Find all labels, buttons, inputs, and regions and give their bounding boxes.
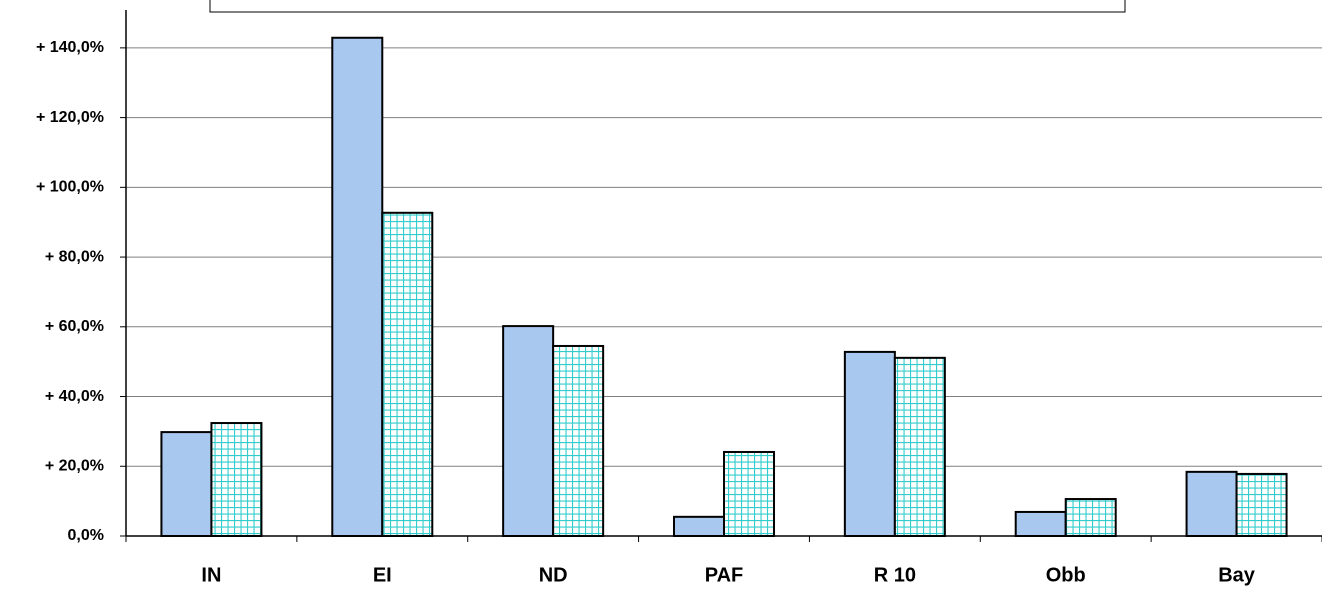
- x-tick-label: ND: [539, 564, 568, 586]
- bar: [210, 422, 263, 538]
- y-tick-label: + 120,0%: [36, 109, 104, 126]
- bar: [723, 450, 775, 538]
- x-tick-label: Bay: [1218, 564, 1256, 586]
- y-tick-label: + 40,0%: [45, 388, 104, 405]
- bar: [893, 356, 946, 537]
- bar: [1235, 472, 1288, 538]
- x-tick-label: EI: [373, 564, 392, 586]
- bar: [1014, 510, 1067, 537]
- x-tick-label: R 10: [874, 564, 916, 586]
- x-tick-label: Obb: [1046, 564, 1086, 586]
- bar: [552, 344, 605, 537]
- bar: [160, 431, 213, 537]
- y-tick-label: + 80,0%: [45, 248, 104, 265]
- x-tick-label: IN: [201, 564, 221, 586]
- y-tick-label: + 60,0%: [45, 318, 104, 335]
- bar: [843, 350, 896, 537]
- bar: [381, 211, 434, 537]
- bar: [502, 325, 555, 537]
- bar: [1185, 470, 1238, 537]
- x-tick-label: PAF: [705, 564, 744, 586]
- y-tick-label: 0,0%: [68, 527, 104, 544]
- legend-box: [209, 0, 1126, 13]
- bar: [673, 515, 725, 537]
- y-tick-label: + 140,0%: [36, 39, 104, 56]
- bar: [331, 36, 384, 537]
- bar: [1064, 498, 1117, 537]
- y-tick-label: + 20,0%: [45, 457, 104, 474]
- y-tick-label: + 100,0%: [36, 179, 104, 196]
